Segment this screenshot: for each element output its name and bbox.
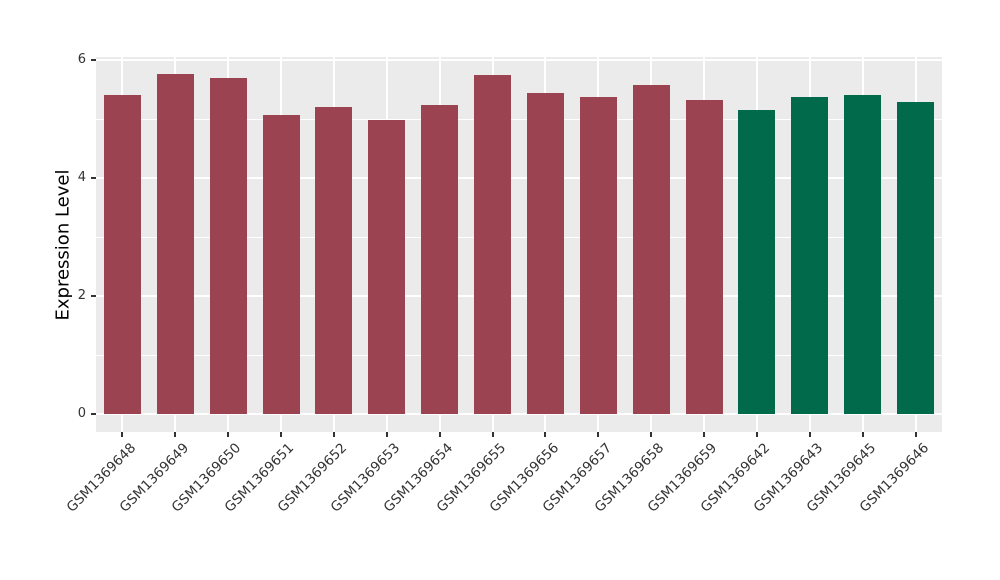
- bar: [474, 75, 512, 414]
- minor-gridline: [96, 237, 942, 238]
- bar: [738, 110, 776, 414]
- x-tick-mark: [544, 432, 547, 437]
- major-gridline: [96, 177, 942, 179]
- x-tick-mark: [597, 432, 600, 437]
- y-tick-mark: [91, 413, 96, 415]
- bar: [103, 94, 141, 414]
- x-tick-mark: [174, 432, 177, 437]
- minor-gridline: [96, 119, 942, 120]
- bar: [579, 97, 617, 414]
- plot-panel: [96, 57, 942, 432]
- major-gridline: [96, 413, 942, 415]
- x-tick-mark: [491, 432, 494, 437]
- y-tick-mark: [91, 177, 96, 179]
- minor-gridline: [96, 355, 942, 356]
- x-tick-mark: [808, 432, 811, 437]
- bar: [421, 105, 459, 414]
- bar: [156, 73, 194, 414]
- x-tick-mark: [703, 432, 706, 437]
- bar: [368, 120, 406, 414]
- bar: [315, 106, 353, 414]
- y-tick-mark: [91, 295, 96, 297]
- bar: [209, 78, 247, 414]
- y-tick-label: 2: [77, 288, 86, 303]
- bar: [685, 99, 723, 414]
- bar: [844, 95, 882, 414]
- bar: [897, 101, 935, 414]
- y-tick-label: 6: [77, 52, 86, 67]
- y-tick-mark: [91, 59, 96, 61]
- x-tick-mark: [438, 432, 441, 437]
- x-tick-mark: [121, 432, 124, 437]
- bar: [632, 84, 670, 414]
- x-tick-mark: [650, 432, 653, 437]
- x-tick-mark: [861, 432, 864, 437]
- bar: [526, 93, 564, 414]
- x-tick-mark: [280, 432, 283, 437]
- major-gridline: [96, 295, 942, 297]
- x-tick-mark: [914, 432, 917, 437]
- x-tick-mark: [755, 432, 758, 437]
- bar: [791, 97, 829, 414]
- x-tick-mark: [385, 432, 388, 437]
- y-tick-label: 0: [77, 406, 86, 421]
- x-tick-mark: [332, 432, 335, 437]
- major-gridline: [96, 59, 942, 61]
- y-tick-label: 4: [77, 170, 86, 185]
- x-tick-mark: [227, 432, 230, 437]
- bar: [262, 115, 300, 414]
